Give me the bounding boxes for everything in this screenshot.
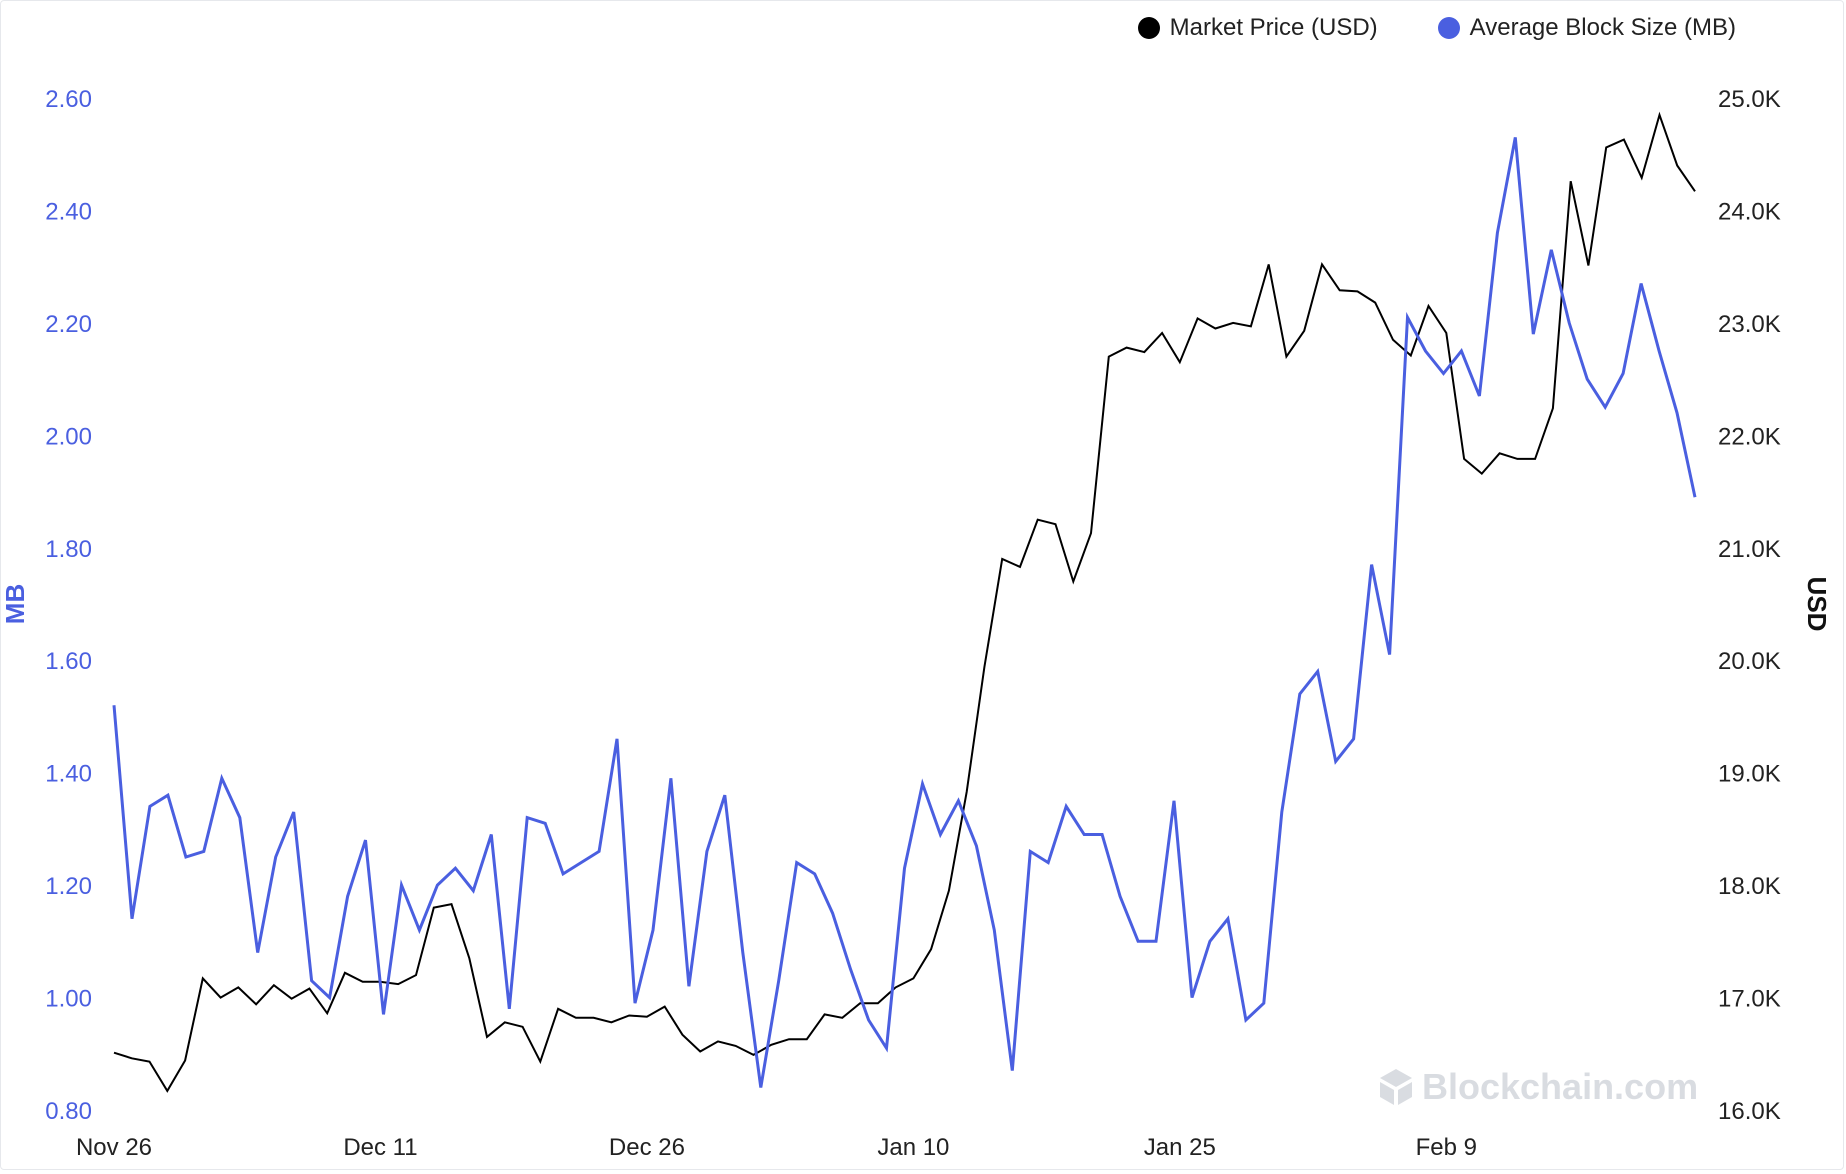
- x-tick-label: Jan 25: [1144, 1134, 1216, 1161]
- legend-label-block-size: Average Block Size (MB): [1469, 14, 1736, 41]
- y-left-axis-title: MB: [0, 584, 30, 624]
- x-tick-label: Dec 26: [609, 1134, 685, 1161]
- y-right-tick-label: 16.0K: [1718, 1098, 1781, 1125]
- legend-item-block-size[interactable]: Average Block Size (MB): [1437, 14, 1736, 42]
- x-tick-label: Nov 26: [76, 1134, 152, 1161]
- x-tick-label: Feb 9: [1416, 1134, 1477, 1161]
- market-price-line: [113, 111, 1696, 1093]
- watermark-text: Blockchain.com: [1422, 1066, 1699, 1107]
- blockchain-logo-icon: [1380, 1069, 1412, 1105]
- y-right-tick-label: 20.0K: [1718, 648, 1781, 675]
- y-left-tick-label: 1.00: [45, 986, 92, 1013]
- y-left-tick-label: 2.60: [45, 86, 92, 113]
- y-right-tick-label: 23.0K: [1718, 311, 1781, 338]
- y-left-tick-label: 1.80: [45, 536, 92, 563]
- y-left-tick-label: 0.80: [45, 1098, 92, 1125]
- legend-item-market-price[interactable]: Market Price (USD): [1137, 14, 1378, 42]
- x-tick-label: Jan 10: [877, 1134, 949, 1161]
- chart-legend: Market Price (USD) Average Block Size (M…: [1137, 14, 1736, 42]
- block-size-line: [112, 137, 1697, 1088]
- y-right-tick-label: 21.0K: [1718, 536, 1781, 563]
- y-right-tick-label: 17.0K: [1718, 986, 1781, 1013]
- y-right-tick-label: 18.0K: [1718, 873, 1781, 900]
- y-left-tick-label: 1.20: [45, 873, 92, 900]
- x-tick-label: Dec 11: [343, 1134, 417, 1161]
- y-right-tick-label: 22.0K: [1718, 423, 1781, 450]
- y-left-tick-label: 2.00: [45, 423, 92, 450]
- y-left-tick-label: 1.40: [45, 761, 92, 788]
- y-right-tick-label: 19.0K: [1718, 761, 1781, 788]
- y-right-axis-title: USD: [1802, 577, 1832, 632]
- legend-dot-market-price: [1137, 17, 1160, 39]
- y-left-tick-label: 1.60: [45, 648, 92, 675]
- watermark: Blockchain.com: [1378, 1066, 1698, 1108]
- y-right-tick-label: 24.0K: [1718, 198, 1781, 225]
- legend-label-market-price: Market Price (USD): [1169, 14, 1378, 41]
- y-right-tick-label: 25.0K: [1718, 86, 1781, 113]
- y-left-tick-label: 2.20: [45, 311, 92, 338]
- legend-dot-block-size: [1437, 17, 1460, 39]
- y-left-tick-label: 2.40: [45, 198, 92, 225]
